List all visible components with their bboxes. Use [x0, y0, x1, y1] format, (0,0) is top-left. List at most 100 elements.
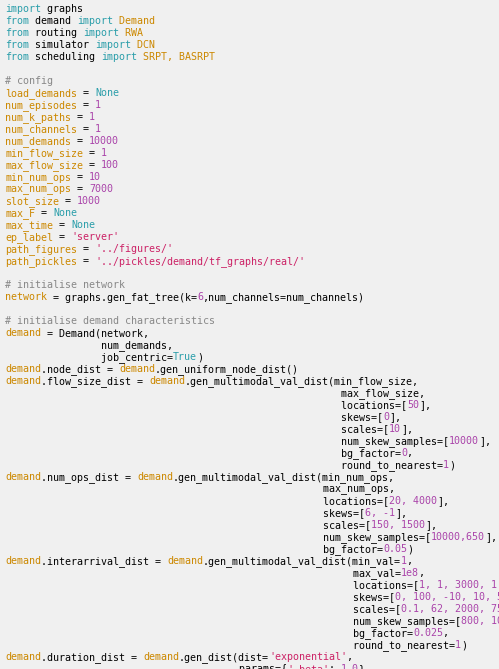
Text: job_centric=: job_centric=: [5, 352, 173, 363]
Text: from: from: [5, 40, 29, 50]
Text: ep_label: ep_label: [5, 232, 53, 243]
Text: round_to_nearest=: round_to_nearest=: [5, 640, 455, 651]
Text: ],: ],: [389, 412, 401, 422]
Text: 1, 1, 3000, 1, 1000000, 10000000: 1, 1, 3000, 1, 1000000, 10000000: [419, 580, 499, 590]
Text: skews=[: skews=[: [5, 592, 395, 602]
Text: =: =: [77, 256, 95, 266]
Text: ): ): [461, 640, 467, 650]
Text: 50: 50: [407, 400, 419, 410]
Text: num_channels: num_channels: [5, 124, 77, 135]
Text: # initialise demand characteristics: # initialise demand characteristics: [5, 316, 215, 326]
Text: import: import: [95, 40, 131, 50]
Text: bg_factor=: bg_factor=: [5, 628, 413, 639]
Text: num_episodes: num_episodes: [5, 100, 77, 111]
Text: =: =: [77, 244, 95, 254]
Text: round_to_nearest=: round_to_nearest=: [5, 460, 443, 471]
Text: 0.05: 0.05: [383, 544, 407, 554]
Text: 1: 1: [101, 148, 107, 158]
Text: 10: 10: [89, 172, 101, 182]
Text: max_flow_size: max_flow_size: [5, 160, 83, 171]
Text: path_pickles: path_pickles: [5, 256, 77, 267]
Text: 1e8: 1e8: [401, 568, 419, 578]
Text: ,: ,: [347, 652, 353, 662]
Text: ],: ],: [425, 520, 437, 530]
Text: num_skew_samples=[: num_skew_samples=[: [5, 532, 431, 543]
Text: None: None: [71, 220, 95, 230]
Text: 0: 0: [401, 448, 407, 458]
Text: locations=[: locations=[: [5, 580, 419, 590]
Text: ],: ],: [479, 436, 491, 446]
Text: ,: ,: [419, 568, 425, 578]
Text: 1: 1: [401, 556, 407, 566]
Text: skews=[: skews=[: [5, 412, 383, 422]
Text: ,: ,: [407, 448, 413, 458]
Text: True: True: [173, 352, 197, 362]
Text: import: import: [5, 4, 41, 14]
Text: ,: ,: [443, 628, 449, 638]
Text: graphs: graphs: [41, 4, 83, 14]
Text: 20, 4000: 20, 4000: [389, 496, 437, 506]
Text: ],: ],: [485, 532, 497, 542]
Text: max_val=: max_val=: [5, 568, 401, 579]
Text: ): ): [407, 544, 413, 554]
Text: ],: ],: [437, 496, 449, 506]
Text: scales=[: scales=[: [5, 424, 389, 434]
Text: 1: 1: [95, 124, 101, 134]
Text: demand: demand: [5, 376, 41, 386]
Text: from: from: [5, 52, 29, 62]
Text: min_flow_size: min_flow_size: [5, 148, 83, 159]
Text: locations=[: locations=[: [5, 400, 407, 410]
Text: demand: demand: [137, 472, 173, 482]
Text: RWA: RWA: [119, 28, 143, 38]
Text: scales=[: scales=[: [5, 604, 401, 614]
Text: '../pickles/demand/tf_graphs/real/': '../pickles/demand/tf_graphs/real/': [95, 256, 305, 267]
Text: slot_size: slot_size: [5, 196, 59, 207]
Text: ],: ],: [401, 424, 413, 434]
Text: =: =: [35, 208, 53, 218]
Text: .flow_size_dist =: .flow_size_dist =: [41, 376, 149, 387]
Text: params={: params={: [5, 664, 287, 669]
Text: 6: 6: [197, 292, 203, 302]
Text: SRPT, BASRPT: SRPT, BASRPT: [137, 52, 215, 62]
Text: ,: ,: [407, 556, 413, 566]
Text: '_beta': '_beta': [287, 664, 329, 669]
Text: =: =: [83, 148, 101, 158]
Text: =: =: [53, 232, 71, 242]
Text: 'server': 'server': [71, 232, 119, 242]
Text: min_num_ops: min_num_ops: [5, 172, 71, 183]
Text: =: =: [59, 196, 77, 206]
Text: bg_factor=: bg_factor=: [5, 544, 383, 555]
Text: import: import: [83, 28, 119, 38]
Text: = Demand(network,: = Demand(network,: [41, 328, 149, 338]
Text: load_demands: load_demands: [5, 88, 77, 99]
Text: ): ): [197, 352, 203, 362]
Text: demand: demand: [5, 652, 41, 662]
Text: # config: # config: [5, 76, 53, 86]
Text: None: None: [95, 88, 119, 98]
Text: =: =: [71, 184, 89, 194]
Text: demand: demand: [143, 652, 179, 662]
Text: demand: demand: [5, 556, 41, 566]
Text: },: },: [359, 664, 371, 669]
Text: 0: 0: [383, 412, 389, 422]
Text: 0.1, 62, 2000, 7500, 3500000, 20000000: 0.1, 62, 2000, 7500, 3500000, 20000000: [401, 604, 499, 614]
Text: max_flow_size,: max_flow_size,: [5, 388, 425, 399]
Text: DCN: DCN: [131, 40, 155, 50]
Text: ): ): [449, 460, 455, 470]
Text: 800, 1000, 2000, 4000, 4000, 3000: 800, 1000, 2000, 4000, 4000, 3000: [461, 616, 499, 626]
Text: routing: routing: [29, 28, 83, 38]
Text: .gen_dist(dist=: .gen_dist(dist=: [179, 652, 269, 663]
Text: max_num_ops,: max_num_ops,: [5, 484, 395, 494]
Text: .node_dist =: .node_dist =: [41, 364, 119, 375]
Text: 0, 100, -10, 10, 50, 6: 0, 100, -10, 10, 50, 6: [395, 592, 499, 602]
Text: scheduling: scheduling: [29, 52, 101, 62]
Text: scales=[: scales=[: [5, 520, 371, 530]
Text: =: =: [71, 172, 89, 182]
Text: 10: 10: [389, 424, 401, 434]
Text: .duration_dist =: .duration_dist =: [41, 652, 143, 663]
Text: max_num_ops: max_num_ops: [5, 184, 71, 194]
Text: 7000: 7000: [89, 184, 113, 194]
Text: demand: demand: [167, 556, 203, 566]
Text: 6, -1: 6, -1: [365, 508, 395, 518]
Text: .gen_multimodal_val_dist(min_num_ops,: .gen_multimodal_val_dist(min_num_ops,: [173, 472, 395, 483]
